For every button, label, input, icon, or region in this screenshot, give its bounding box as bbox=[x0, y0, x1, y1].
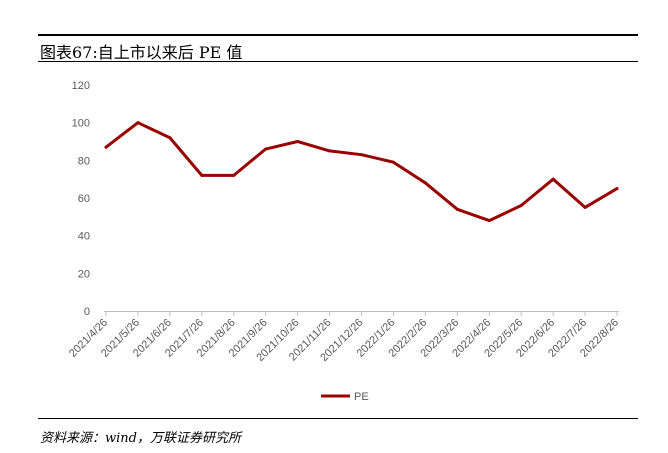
y-tick-label: 20 bbox=[78, 268, 90, 280]
data-point bbox=[232, 173, 236, 177]
y-tick-label: 80 bbox=[78, 155, 90, 167]
y-tick-label: 40 bbox=[78, 231, 90, 243]
legend-label-pe: PE bbox=[354, 391, 369, 403]
data-point bbox=[104, 145, 108, 149]
data-point bbox=[360, 153, 363, 157]
data-point bbox=[391, 160, 395, 164]
data-point bbox=[423, 181, 427, 185]
source-note: 资料来源：wind，万联证券研究所 bbox=[40, 431, 241, 446]
x-axis-labels: 2021/4/262021/5/262021/6/262021/7/262021… bbox=[67, 317, 621, 364]
data-point bbox=[551, 177, 555, 181]
y-axis-ticks: 0 20 40 60 80 100 120 bbox=[72, 80, 90, 318]
data-point bbox=[615, 187, 619, 191]
series-points bbox=[104, 121, 619, 223]
title-rule bbox=[38, 61, 638, 62]
y-tick-label: 100 bbox=[72, 118, 90, 130]
data-point bbox=[136, 121, 140, 125]
data-point bbox=[455, 207, 459, 211]
y-tick-label: 60 bbox=[78, 193, 90, 205]
data-point bbox=[200, 173, 204, 177]
top-rule bbox=[38, 34, 638, 36]
data-point bbox=[328, 149, 332, 153]
data-point bbox=[487, 219, 491, 223]
data-point bbox=[583, 205, 587, 209]
data-point bbox=[168, 136, 172, 140]
series-line-pe bbox=[104, 121, 619, 223]
y-tick-label: 0 bbox=[84, 306, 90, 318]
y-tick-label: 120 bbox=[72, 80, 90, 92]
data-point bbox=[519, 204, 523, 208]
chart-title: 图表67:自上市以来后 PE 值 bbox=[40, 43, 243, 62]
legend: PE bbox=[321, 391, 369, 403]
x-axis-ticks bbox=[105, 311, 618, 316]
data-point bbox=[264, 147, 268, 151]
bottom-rule bbox=[38, 418, 638, 419]
data-point bbox=[296, 140, 300, 143]
